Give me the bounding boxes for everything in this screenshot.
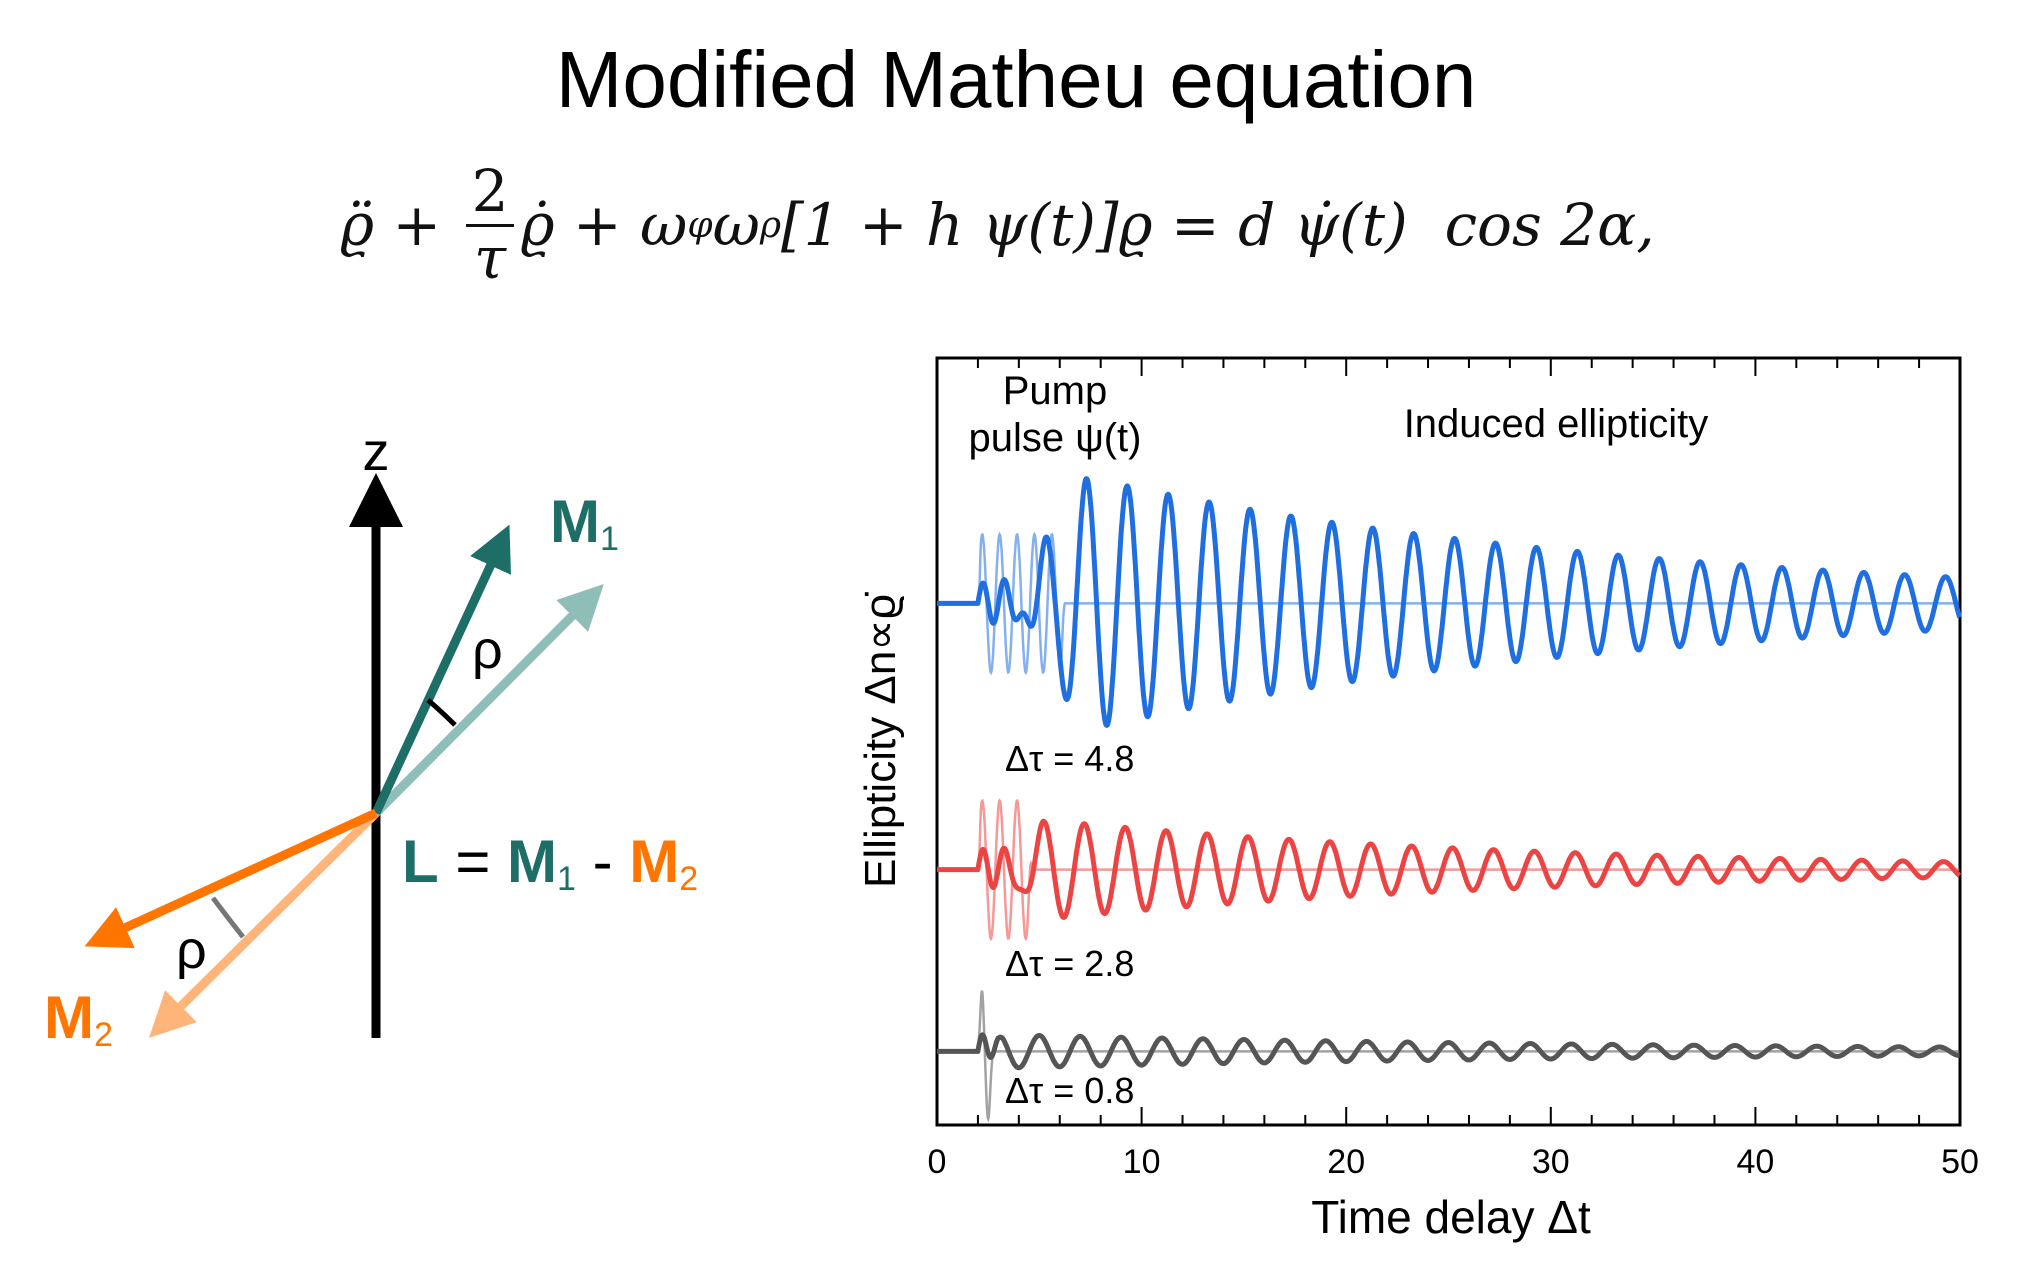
series-label-gray: Δτ = 0.8 — [1005, 1070, 1134, 1111]
vector-diagram: z ρ ρ M1 M2 L = M1 - M2 — [44, 422, 698, 1054]
eq-subscript: φ — [687, 204, 713, 246]
x-tick-label: 40 — [1736, 1143, 1774, 1181]
rho-lower-label: ρ — [176, 920, 207, 980]
m1-subscript: 1 — [600, 520, 619, 558]
series-label-red: Δτ = 2.8 — [1005, 943, 1134, 984]
pump-pulse-line-0 — [937, 531, 1960, 676]
m1-letter: M — [550, 488, 600, 555]
eq-subscript: ρ — [759, 204, 782, 246]
slide-title: Modified Matheu equation — [555, 35, 1477, 124]
x-tick-label: 0 — [928, 1143, 947, 1181]
eq-part: [1 + h ψ(t)]ϱ = d ψ̇(t) cos 2α, — [781, 191, 1655, 259]
m2-label: M2 — [44, 984, 113, 1054]
series-lines — [934, 476, 1963, 1123]
x-ticks — [936, 358, 1961, 1125]
x-tick-label: 50 — [1941, 1143, 1979, 1181]
rho-upper-label: ρ — [472, 620, 503, 680]
eq-part: ϱ̈ + — [340, 191, 460, 259]
induced-annotation: Induced ellipticity — [1404, 402, 1709, 446]
m1-label: M1 — [550, 488, 619, 558]
pump-pulse-line-1 — [937, 798, 1960, 942]
m2-letter: M — [629, 828, 679, 895]
x-tick-labels: 0 10 20 30 40 50 — [928, 1143, 1979, 1181]
m1-subscript: 1 — [557, 860, 576, 898]
m2-light-arrow — [149, 809, 380, 1038]
m2-arrow — [84, 808, 378, 949]
ellipticity-chart: 0 10 20 30 40 50 Pump pulse ψ(t) Induced elli… — [856, 356, 1979, 1243]
m1-arrow — [371, 524, 511, 815]
eq-part: ϱ̇ + ω — [520, 191, 688, 259]
mathieu-equation: ϱ̈ + 2 τ ϱ̇ + ω φ ω ρ [1 + h ψ(t)]ϱ = d ψ̇(t… — [340, 150, 1655, 300]
series-label-blue: Δτ = 4.8 — [1005, 738, 1134, 779]
m2-subscript: 2 — [94, 1016, 113, 1054]
eq-part: ω — [712, 191, 760, 259]
z-axis-label: z — [363, 422, 390, 482]
response-line-2 — [934, 1032, 1962, 1071]
response-line-1 — [934, 818, 1962, 920]
fraction-numerator: 2 — [465, 159, 515, 227]
x-tick-label: 30 — [1532, 1143, 1570, 1181]
fraction: 2 τ — [465, 159, 515, 292]
y-axis-label: Ellipticity Δn∝ϱ̇ — [856, 592, 905, 888]
l-equals-m1-minus-m2: L = M1 - M2 — [402, 828, 698, 898]
minus-sign: - — [576, 828, 629, 895]
rho-angle-lower-arc — [211, 896, 245, 939]
equals-sign: = — [439, 828, 507, 895]
m2-subscript: 2 — [679, 860, 698, 898]
fraction-denominator: τ — [473, 223, 507, 292]
m2-letter: M — [44, 984, 94, 1051]
m1-letter: M — [507, 828, 557, 895]
plot-frame — [935, 356, 1962, 1127]
response-line-0 — [934, 476, 1963, 728]
pump-annotation-line1: Pump — [1003, 369, 1108, 413]
pump-annotation-line2: pulse ψ(t) — [968, 416, 1141, 460]
rho-angle-upper-arc — [426, 698, 457, 727]
x-tick-label: 10 — [1123, 1143, 1161, 1181]
l-letter: L — [402, 828, 439, 895]
x-tick-label: 20 — [1327, 1143, 1365, 1181]
m1-light-arrow — [372, 584, 604, 817]
x-axis-label: Time delay Δt — [1311, 1191, 1591, 1243]
